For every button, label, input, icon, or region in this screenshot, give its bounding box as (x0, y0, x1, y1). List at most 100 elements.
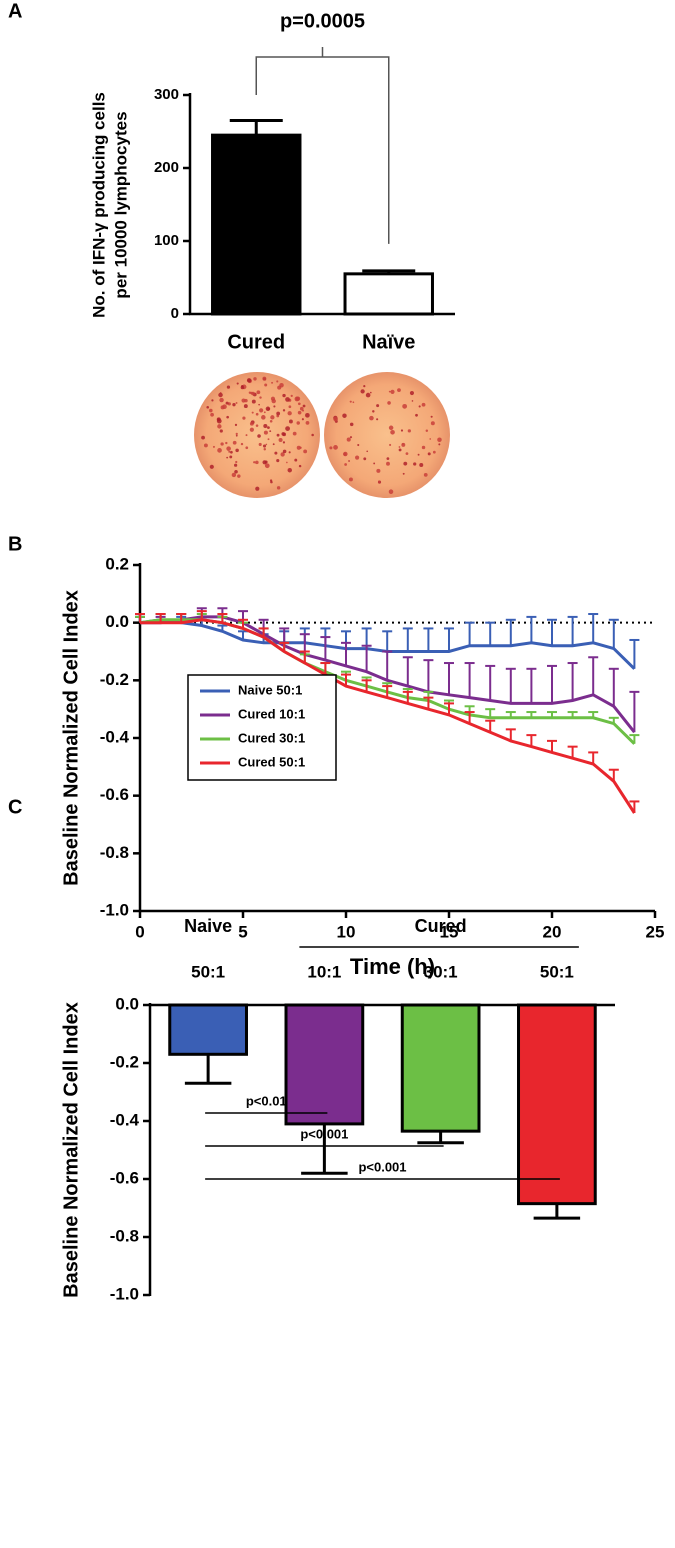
spot (244, 398, 248, 403)
spot (357, 444, 360, 447)
spot (343, 451, 348, 457)
spot (294, 458, 298, 462)
spot (290, 394, 293, 397)
spot (333, 445, 338, 450)
spot (292, 431, 297, 436)
spot (388, 390, 391, 393)
spot (236, 382, 239, 385)
spot (297, 402, 301, 406)
spot (276, 380, 279, 383)
spot (349, 422, 354, 427)
group-label: Naive (184, 916, 232, 936)
spot (297, 410, 302, 415)
spot (229, 455, 233, 459)
spot (415, 413, 418, 417)
spot (376, 418, 379, 421)
spot (219, 397, 224, 403)
y-tick-label: -0.8 (100, 843, 129, 862)
well-image-naive (324, 372, 450, 498)
spot (210, 412, 214, 417)
spot (257, 434, 261, 438)
spot (402, 472, 405, 475)
spot (270, 396, 276, 401)
spot (274, 451, 278, 455)
spot (240, 384, 244, 388)
spot (400, 429, 404, 432)
spot (228, 451, 230, 453)
x-tick-label: 15 (440, 922, 459, 941)
spot (235, 402, 238, 404)
spot (264, 383, 268, 387)
spot (248, 391, 252, 394)
legend-label: Cured 50:1 (238, 754, 305, 769)
spot (276, 433, 280, 437)
legend-label: Cured 30:1 (238, 730, 305, 745)
spot (256, 390, 261, 395)
spot (437, 437, 442, 442)
spot (429, 438, 432, 440)
spot (242, 416, 246, 420)
spot (264, 460, 268, 464)
bar (400, 1003, 481, 1133)
spot (386, 461, 390, 466)
spot (390, 389, 395, 394)
spot (342, 413, 347, 418)
spot (373, 462, 376, 465)
spot (261, 415, 266, 420)
y-tick-label: 200 (154, 159, 179, 176)
spot (235, 434, 238, 437)
spot (262, 376, 267, 381)
y-tick-label: -0.2 (110, 1052, 139, 1071)
spot (349, 436, 353, 439)
spot (226, 415, 229, 419)
spot (285, 426, 290, 432)
spot (251, 391, 255, 396)
spot (407, 429, 411, 433)
spot (278, 437, 283, 443)
spot (265, 443, 268, 446)
spot (344, 463, 347, 466)
spot (232, 402, 236, 407)
spot (363, 457, 367, 461)
spot (355, 455, 360, 460)
spot (423, 472, 428, 477)
spot (421, 402, 426, 407)
spot (253, 461, 256, 464)
group-label: Cured (415, 916, 467, 936)
spot (363, 385, 366, 388)
spot (402, 443, 404, 445)
spot (245, 434, 248, 437)
spot (430, 415, 433, 418)
spot (348, 460, 350, 462)
panel-letter: C (8, 796, 22, 818)
spot (398, 446, 401, 448)
spot (264, 463, 270, 469)
spot (272, 443, 275, 446)
spot (267, 426, 270, 430)
significance-label: p<0.001 (300, 1126, 348, 1141)
y-tick-label: 0.2 (105, 554, 129, 573)
spot (232, 440, 237, 445)
y-axis-label: No. of IFN-γ producing cells (89, 92, 108, 318)
well-image-cured (194, 372, 320, 498)
spot (271, 381, 274, 384)
spot (269, 430, 272, 433)
spot (366, 450, 369, 453)
spot (269, 419, 273, 423)
spot (230, 450, 233, 454)
spot (263, 430, 268, 435)
spot (287, 411, 292, 416)
spot (276, 486, 281, 490)
spot (269, 479, 273, 482)
y-tick-label: -0.8 (110, 1226, 139, 1245)
spot (234, 469, 238, 474)
spot (259, 396, 262, 399)
significance-bracket (255, 47, 390, 244)
panel-letter: A (8, 0, 22, 22)
spot (240, 442, 244, 446)
spot (209, 464, 214, 469)
y-tick-label: -0.6 (110, 1168, 139, 1187)
spot (405, 452, 409, 456)
spot (348, 477, 353, 482)
spot (255, 486, 260, 491)
